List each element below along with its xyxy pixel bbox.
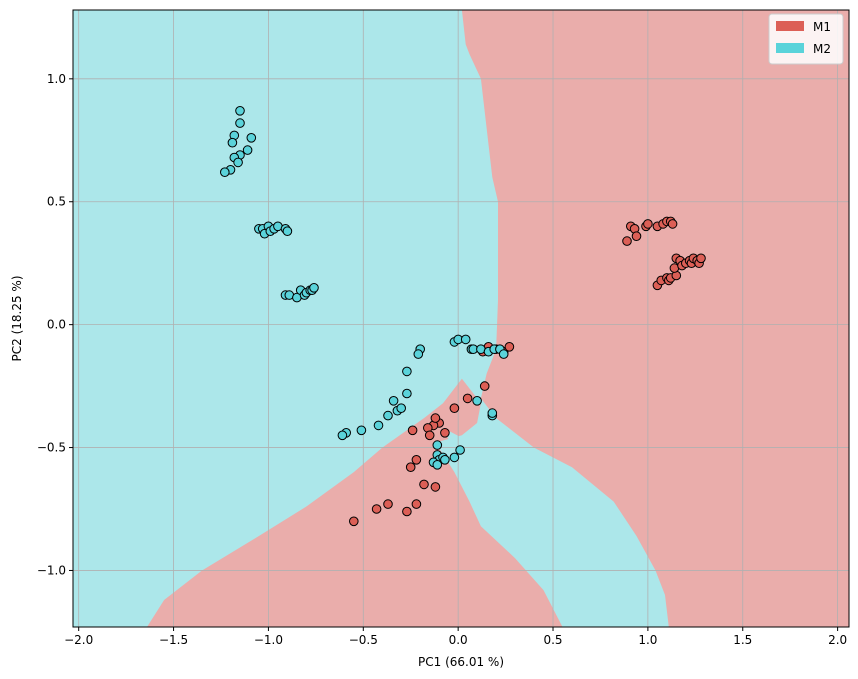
region-m1-lower: [147, 378, 563, 627]
legend-label-m2: M2: [813, 42, 831, 56]
region-m2-wedge: [443, 427, 645, 627]
x-tick-label: −1.5: [159, 633, 188, 647]
data-point-m2: [455, 445, 465, 455]
data-point-m2: [413, 349, 424, 359]
decision-regions: [73, 10, 849, 627]
x-tick-label: 2.0: [828, 633, 847, 647]
y-tick-label: −1.0: [37, 563, 66, 577]
data-point-m1: [643, 219, 653, 229]
data-point-m1: [407, 425, 418, 436]
legend-swatch-m1: [776, 21, 804, 31]
data-point-m1: [349, 516, 359, 527]
y-tick-label: 0.0: [47, 318, 66, 332]
y-axis-label: PC2 (18.25 %): [10, 276, 24, 362]
x-tick-label: −1.0: [254, 633, 283, 647]
data-point-m2: [460, 334, 471, 345]
data-point-m2: [432, 440, 443, 450]
data-point-m1: [667, 219, 678, 229]
grid-lines: [73, 10, 849, 627]
data-point-m2: [498, 349, 509, 359]
y-tick-label: 0.5: [47, 195, 66, 209]
data-point-m2: [396, 403, 407, 414]
data-point-m1: [411, 499, 422, 509]
x-axis-label: PC1 (66.01 %): [418, 655, 504, 669]
x-tick-label: 0.5: [543, 633, 562, 647]
data-point-m1: [371, 504, 382, 514]
data-point-m2: [233, 157, 243, 168]
data-point-m2: [242, 145, 253, 155]
data-point-m1: [411, 455, 422, 465]
data-point-m1: [419, 479, 429, 490]
y-axis-ticks: −1.0 −0.5 0.0 0.5 1.0: [37, 72, 73, 577]
data-point-m1: [449, 403, 460, 414]
data-point-m1: [440, 428, 450, 438]
data-point-m2: [402, 388, 412, 399]
data-point-m2: [440, 455, 450, 465]
data-point-m2: [373, 420, 384, 431]
data-point-m1: [430, 482, 441, 492]
data-point-m1: [504, 342, 515, 352]
data-point-m2: [337, 430, 348, 441]
data-point-m2: [235, 106, 245, 116]
y-tick-label: −0.5: [37, 441, 66, 455]
x-tick-label: 1.5: [733, 633, 752, 647]
data-point-m1: [696, 253, 706, 264]
data-point-m2: [388, 396, 399, 406]
data-point-m1: [402, 506, 412, 517]
x-axis-ticks: −2.0 −1.5 −1.0 −0.5 0.0 0.5 1.0 1.5 2.0: [64, 627, 847, 647]
data-point-m2: [309, 283, 319, 293]
data-point-m2: [487, 408, 498, 418]
data-point-m1: [462, 393, 473, 404]
data-point-m1: [479, 381, 490, 391]
legend-label-m1: M1: [813, 20, 831, 34]
data-point-m2: [472, 396, 482, 406]
data-point-m2: [432, 460, 443, 470]
data-points: [220, 106, 706, 527]
data-point-m1: [622, 236, 632, 246]
data-point-m2: [282, 226, 293, 236]
x-tick-label: −0.5: [349, 633, 378, 647]
plot-frame: [72, 9, 850, 628]
data-point-m1: [430, 413, 441, 423]
region-m1-right: [461, 10, 849, 627]
data-point-m1: [631, 231, 642, 241]
data-point-m1: [424, 430, 435, 441]
data-point-m2: [246, 133, 257, 143]
data-point-m1: [383, 499, 393, 509]
data-point-m2: [227, 137, 238, 148]
legend: M1 M2: [768, 13, 844, 65]
data-point-m2: [402, 366, 412, 377]
data-point-m2: [356, 425, 367, 436]
data-point-m2: [383, 410, 393, 421]
data-point-m2: [235, 118, 245, 128]
y-tick-label: 1.0: [47, 72, 66, 86]
data-point-m2: [449, 452, 460, 463]
data-point-m2: [220, 167, 230, 177]
x-tick-label: 1.0: [638, 633, 657, 647]
x-tick-label: −2.0: [64, 633, 93, 647]
legend-swatch-m2: [776, 43, 804, 53]
data-point-m1: [405, 462, 416, 473]
x-tick-label: 0.0: [449, 633, 468, 647]
